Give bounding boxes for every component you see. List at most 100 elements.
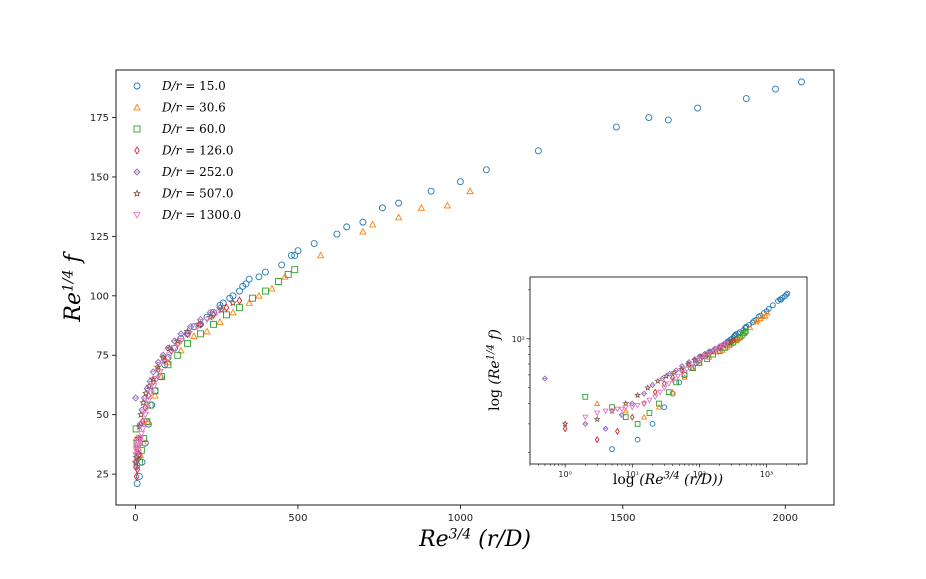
data-point: [190, 332, 198, 340]
data-point: [255, 273, 263, 281]
data-point: [203, 327, 211, 335]
inset-data-point: [618, 412, 625, 419]
data-point: [645, 114, 653, 121]
legend-label: D/r = 15.0: [161, 79, 226, 93]
inset-data-point: [714, 346, 722, 353]
main-y-ticks: 25 50 75 100 125 150 175: [90, 113, 116, 481]
inset-data-point: [676, 379, 683, 386]
inset-data-point: [649, 381, 656, 389]
inset-x-tick-label: 10³: [760, 470, 773, 479]
inset-y-tick-label: 10²: [512, 335, 525, 344]
data-point: [177, 338, 185, 345]
data-point: [133, 463, 141, 471]
data-point: [140, 418, 148, 426]
inset-data-point: [674, 373, 682, 380]
data-point: [152, 376, 161, 383]
legend-marker: [133, 125, 141, 133]
inset-data-point: [665, 381, 672, 388]
data-point: [287, 251, 295, 259]
data-point: [174, 351, 182, 359]
inset-data-point: [640, 413, 648, 420]
inset-series-60.0: [582, 328, 749, 427]
data-point: [155, 365, 162, 374]
inset-data-point: [602, 425, 609, 432]
data-point: [132, 453, 141, 461]
inset-data-point: [582, 414, 589, 421]
data-point: [245, 275, 253, 283]
inset-data-point: [728, 337, 735, 344]
y-tick-label: 25: [96, 470, 109, 481]
data-point: [284, 270, 292, 278]
inset-data-point: [765, 305, 772, 312]
inset-data-point: [562, 425, 568, 433]
data-point: [149, 368, 157, 376]
data-point: [144, 397, 153, 405]
data-point: [694, 104, 701, 112]
inset-data-point: [649, 421, 656, 427]
inset-axes: 10⁰ 10¹ 10² 10³ 10² log (Re3/4 (r/D)) log (…: [486, 276, 808, 488]
data-point: [183, 327, 192, 335]
inset-data-point: [602, 408, 609, 415]
data-point: [185, 331, 193, 338]
data-point: [482, 166, 490, 174]
data-point: [206, 308, 214, 317]
data-point: [210, 320, 217, 328]
inset-data-point: [665, 389, 672, 396]
legend-marker: [134, 146, 140, 155]
data-point: [216, 318, 224, 325]
data-point: [394, 213, 403, 221]
data-point: [170, 345, 179, 353]
legend-marker: [133, 212, 141, 219]
data-point: [141, 389, 150, 397]
data-point: [291, 251, 299, 259]
inset-data-point: [644, 384, 652, 391]
data-point: [359, 218, 367, 226]
inset-series-1300.0: [582, 341, 730, 421]
inset-data-point: [618, 406, 626, 413]
data-point: [443, 201, 452, 209]
main-plot-frame: [115, 69, 835, 506]
inset-data-point: [662, 372, 670, 379]
inset-data-point: [608, 408, 616, 415]
data-point: [177, 330, 185, 338]
inset-x-tick-label: 10²: [693, 470, 706, 479]
main-data-points: [131, 78, 805, 488]
data-point: [427, 187, 435, 195]
inset-data-point: [684, 360, 692, 367]
inset-data-point: [593, 410, 601, 417]
inset-data-point: [719, 343, 726, 350]
inset-data-point: [673, 367, 680, 374]
inset-data-point: [622, 414, 629, 420]
x-tick-label: 500: [288, 513, 307, 524]
y-tick-label: 175: [90, 113, 109, 124]
data-point: [378, 204, 386, 212]
inset-data-point: [634, 421, 641, 427]
data-point: [219, 299, 227, 307]
inset-data-point: [659, 375, 666, 382]
inset-x-tick-label: 10¹: [626, 470, 639, 479]
data-point: [281, 272, 289, 280]
series-1300.0: [132, 309, 221, 460]
data-point: [212, 309, 221, 317]
legend-entry: D/r = 60.0: [133, 122, 226, 136]
series-507.0: [131, 298, 237, 466]
data-point: [223, 303, 230, 312]
data-point: [316, 251, 325, 259]
data-point: [143, 418, 151, 426]
legend-entry: D/r = 507.0: [133, 187, 233, 201]
inset-data-point: [655, 403, 663, 410]
inset-data-point: [615, 427, 620, 435]
legend-entry: D/r = 30.6: [133, 101, 226, 115]
data-point: [395, 199, 403, 207]
data-point: [217, 305, 226, 314]
data-point: [664, 116, 672, 124]
inset-data-point: [622, 404, 629, 411]
data-point: [151, 391, 159, 399]
data-point: [139, 439, 148, 447]
data-point: [274, 278, 282, 286]
legend-label: D/r = 126.0: [161, 144, 233, 158]
inset-data-point: [629, 400, 636, 407]
data-point: [203, 316, 211, 324]
data-point: [134, 440, 143, 448]
data-point: [132, 447, 141, 455]
